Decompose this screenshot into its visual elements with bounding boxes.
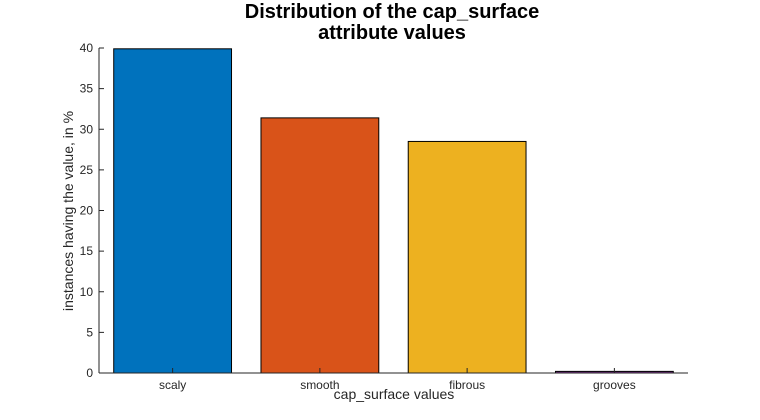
chart-title-line-2: attribute values <box>318 22 466 44</box>
chart-title: Distribution of the cap_surface attribut… <box>245 1 540 44</box>
y-axis-label: instances having the value, in % <box>60 111 76 311</box>
bar-fibrous <box>407 140 527 374</box>
y-axis: 0 5 10 15 20 25 30 35 40 <box>80 41 104 380</box>
bar-smooth <box>260 117 380 374</box>
y-tick-label: 35 <box>80 82 94 96</box>
bar-scaly <box>113 48 233 374</box>
x-tick-label-smooth: smooth <box>300 378 339 392</box>
x-tick-label-scaly: scaly <box>159 378 186 392</box>
x-tick-label-fibrous: fibrous <box>449 378 485 392</box>
x-axis: scaly smooth fibrous grooves <box>99 368 688 392</box>
y-tick-label: 0 <box>86 366 93 380</box>
chart-title-line-1: Distribution of the cap_surface <box>245 1 540 23</box>
x-axis-label: cap_surface values <box>334 386 455 402</box>
y-tick-label: 25 <box>80 163 94 177</box>
x-tick-label-grooves: grooves <box>593 378 636 392</box>
y-tick-label: 10 <box>80 285 94 299</box>
y-tick-label: 30 <box>80 122 94 136</box>
plot-area <box>113 48 674 374</box>
y-tick-label: 20 <box>80 204 94 218</box>
y-tick-label: 40 <box>80 41 94 55</box>
y-tick-label: 5 <box>86 325 93 339</box>
y-tick-label: 15 <box>80 244 94 258</box>
